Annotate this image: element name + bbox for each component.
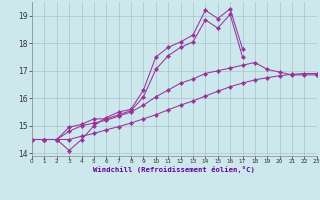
X-axis label: Windchill (Refroidissement éolien,°C): Windchill (Refroidissement éolien,°C): [93, 166, 255, 173]
